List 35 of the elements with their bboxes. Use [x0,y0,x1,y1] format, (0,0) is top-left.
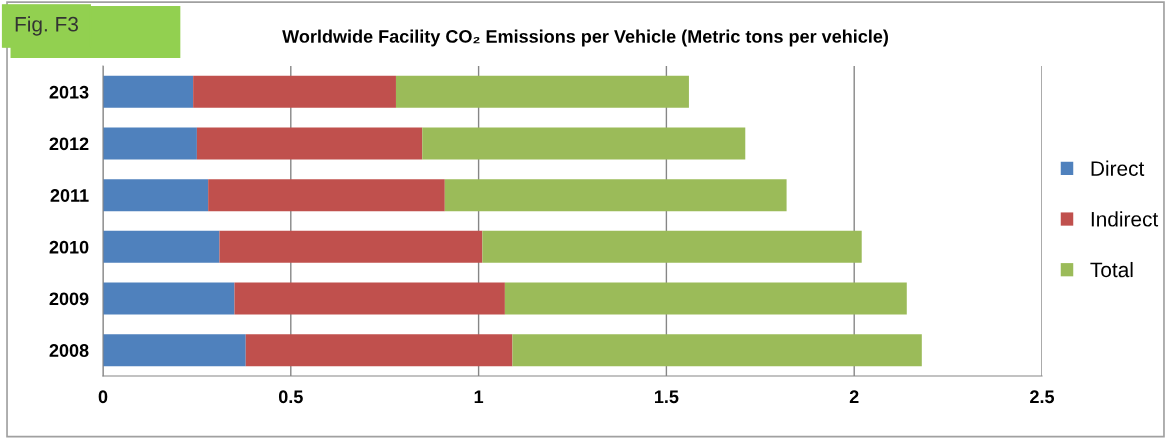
legend-label: Total [1090,261,1133,278]
bar [482,230,862,263]
bar [103,179,209,212]
legend-label: Indirect [1091,211,1159,227]
bar [395,75,689,108]
bar [422,127,746,160]
y-tick-label: 2009 [49,292,89,306]
x-tick-label: 1 [474,390,484,403]
y-tick-label: 2010 [49,240,89,254]
x-tick-label: 0 [98,390,108,404]
x-tick-label: 2.5 [1030,390,1055,404]
legend-label: Direct [1091,160,1145,176]
bar [444,179,787,212]
bar [196,127,423,160]
y-tick-label: 2011 [50,189,89,202]
bar [103,230,220,263]
bar [512,334,922,367]
bar [234,282,505,315]
y-tick-label: 2008 [49,344,89,357]
bar [504,282,907,315]
x-tick-label: 1.5 [654,390,679,404]
chart-title: Worldwide Facility CO₂ Emissions per Vehicle (Metric tons per vehicle) [282,29,888,47]
bar [208,179,445,212]
bar [103,334,246,367]
x-tick-label: 2 [849,390,859,403]
bar [103,282,235,315]
y-tick-label: 2013 [49,85,89,99]
caption: Fig. F3 [15,16,78,36]
bar [103,127,197,160]
bar [103,75,194,108]
bar [219,230,483,263]
y-tick-label: 2012 [49,137,89,151]
bar [193,75,396,108]
bar [245,334,513,367]
x-tick-label: 0.5 [278,390,303,404]
